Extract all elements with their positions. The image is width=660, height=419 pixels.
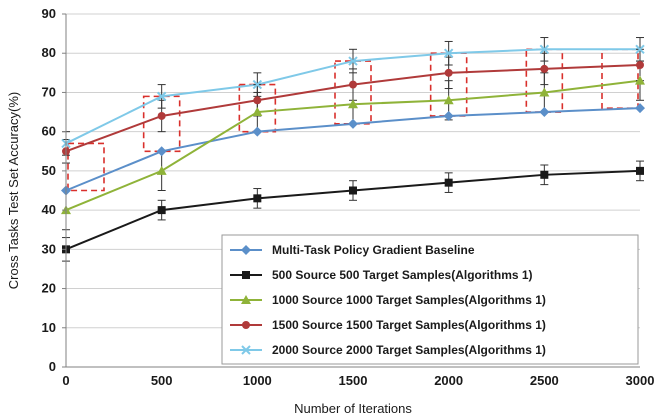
series-point-0	[348, 118, 358, 129]
series-point-3	[444, 68, 453, 77]
series-point-1	[540, 170, 549, 179]
y-tick-label: 0	[49, 359, 56, 374]
series-point-4	[443, 48, 454, 58]
y-tick-label: 90	[42, 6, 56, 21]
series-point-1	[636, 166, 644, 175]
series-point-4	[348, 56, 358, 66]
series-point-1	[253, 194, 262, 203]
highlight-box	[142, 95, 181, 153]
legend-swatch-marker	[242, 271, 250, 279]
x-tick-label: 2500	[530, 373, 559, 388]
series-point-0	[635, 103, 645, 114]
series-point-0	[156, 146, 167, 157]
legend-swatch-marker	[241, 345, 251, 355]
series-point-4	[635, 44, 645, 55]
highlight-box	[67, 142, 105, 192]
legend-entry-label: 1000 Source 1000 Target Samples(Algorith…	[272, 293, 546, 307]
x-tick-label: 3000	[626, 373, 655, 388]
legend-swatch-marker	[241, 295, 251, 304]
series-point-3	[540, 64, 549, 73]
legend-entry-label: 1500 Source 1500 Target Samples(Algorith…	[272, 318, 546, 332]
legend-entry-label: Multi-Task Policy Gradient Baseline	[272, 243, 475, 257]
series-point-2	[156, 165, 167, 175]
x-tick-label: 500	[151, 373, 173, 388]
x-tick-label: 0	[62, 373, 69, 388]
series-point-1	[444, 178, 453, 187]
series-point-1	[349, 186, 357, 195]
legend-entry-label: 500 Source 500 Target Samples(Algorithms…	[272, 268, 533, 282]
series-point-0	[252, 126, 263, 137]
y-tick-label: 60	[42, 124, 56, 139]
axes	[65, 14, 640, 368]
legend-swatch-marker	[242, 321, 250, 329]
series-point-2	[443, 95, 454, 105]
series-point-3	[253, 96, 262, 105]
series-point-4	[156, 91, 167, 102]
legend-entry-label: 2000 Source 2000 Target Samples(Algorith…	[272, 343, 546, 357]
legend-box	[221, 234, 639, 365]
series-point-1	[157, 206, 166, 215]
y-axis-title: Cross Tasks Test Set Accuracy(%)	[6, 92, 21, 289]
y-tick-label: 30	[42, 241, 56, 256]
series-markers	[61, 44, 645, 254]
legend: Multi-Task Policy Gradient Baseline 500 S…	[221, 234, 639, 365]
y-tick-label: 10	[42, 320, 56, 335]
series-point-3	[349, 80, 357, 89]
tick-labels: 0 10 20 30 40 50 60 70 80 90 0 500 1000 1500 2000 2500 3…	[42, 6, 655, 388]
x-tick-label: 1000	[243, 373, 272, 388]
y-tick-label: 50	[42, 163, 56, 178]
y-tick-label: 40	[42, 202, 56, 217]
series-point-0	[539, 107, 550, 118]
series-point-2	[252, 107, 263, 117]
series-point-2	[348, 99, 358, 109]
y-tick-label: 70	[42, 84, 56, 99]
series-point-3	[157, 111, 166, 120]
series-point-0	[443, 110, 454, 121]
series-point-4	[252, 79, 263, 90]
x-axis-title: Number of Iterations	[294, 401, 412, 416]
series-point-2	[539, 87, 550, 97]
x-tick-label: 2000	[434, 373, 463, 388]
series-point-4	[539, 44, 550, 55]
series-point-2	[635, 75, 645, 85]
series-point-3	[636, 60, 644, 69]
y-tick-label: 20	[42, 281, 56, 296]
y-tick-label: 80	[42, 45, 56, 60]
x-tick-label: 1500	[339, 373, 368, 388]
legend-swatch-marker	[241, 245, 251, 255]
